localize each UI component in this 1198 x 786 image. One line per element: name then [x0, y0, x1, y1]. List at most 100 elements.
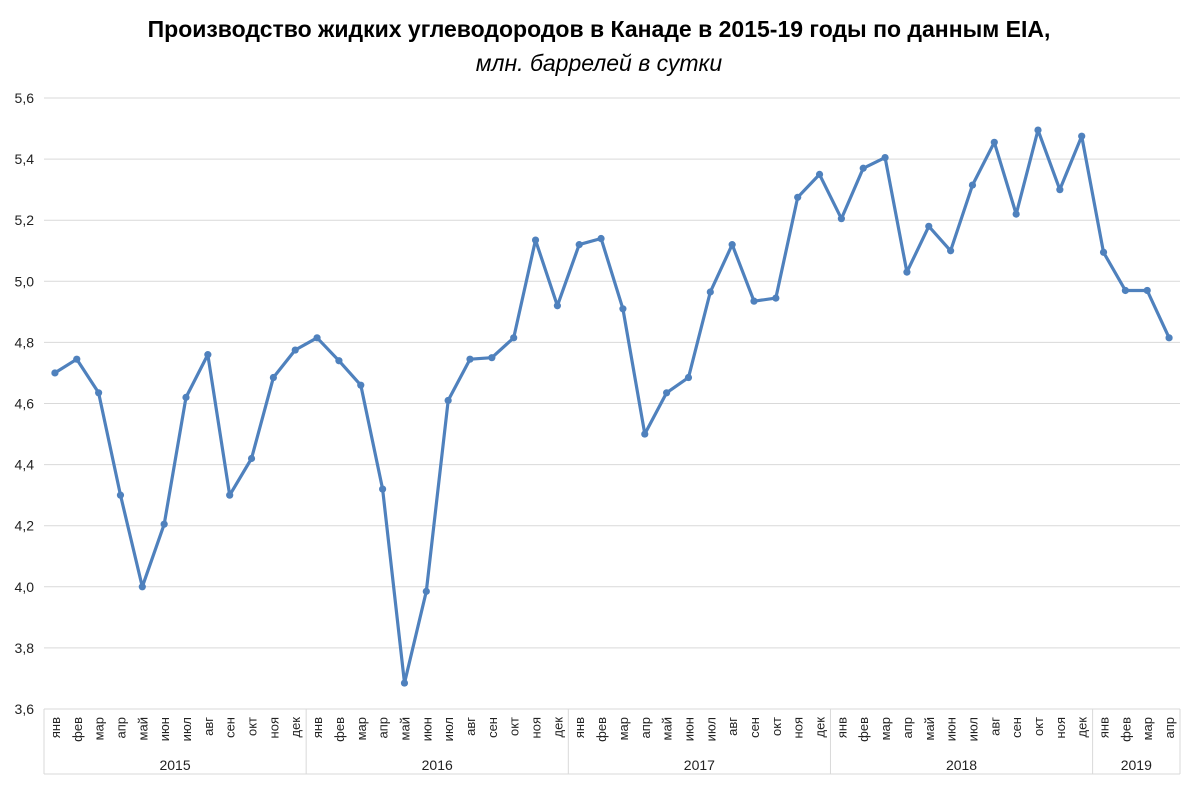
data-point: [1165, 334, 1173, 342]
data-point: [815, 170, 824, 178]
y-tick-label: 5,6: [15, 90, 35, 106]
data-point: [51, 369, 59, 377]
x-tick-label: окт: [507, 717, 522, 736]
x-tick-label: авг: [201, 717, 216, 736]
y-tick-label: 4,8: [15, 334, 35, 350]
y-tick-label: 4,6: [15, 396, 35, 412]
x-tick-label: сен: [223, 717, 238, 738]
year-label: 2015: [159, 757, 190, 773]
data-point: [1078, 132, 1086, 140]
data-point: [226, 491, 234, 499]
data-point: [575, 241, 583, 249]
data-point: [269, 373, 277, 382]
data-point: [903, 268, 911, 276]
data-point: [1012, 210, 1020, 218]
data-point: [510, 334, 518, 342]
x-tick-label: ноя: [529, 717, 544, 738]
y-tick-label: 4,0: [15, 579, 35, 595]
chart-subtitle: млн. баррелей в сутки: [475, 50, 723, 76]
x-tick-label: сен: [485, 717, 500, 738]
x-tick-label: ноя: [791, 717, 806, 738]
x-tick-label: апр: [1162, 717, 1177, 739]
data-point: [553, 302, 561, 310]
data-point: [772, 294, 780, 302]
x-tick-label: июл: [965, 717, 980, 741]
x-tick-label: авг: [725, 717, 740, 736]
x-tick-label: окт: [245, 717, 260, 736]
x-tick-label: фев: [70, 717, 85, 742]
data-point: [684, 373, 693, 382]
data-point: [444, 396, 452, 405]
x-tick-label: апр: [113, 717, 128, 739]
data-point: [247, 454, 256, 463]
data-point: [794, 193, 802, 201]
x-tick-label: мар: [92, 717, 107, 740]
x-tick-label: сен: [1009, 717, 1024, 738]
x-tick-label: ноя: [266, 717, 281, 738]
data-point: [1034, 126, 1042, 134]
x-tick-label: фев: [332, 717, 347, 742]
data-point: [73, 355, 81, 363]
data-point: [400, 679, 409, 687]
y-tick-label: 5,0: [15, 273, 35, 289]
x-tick-label: авг: [463, 717, 478, 736]
x-tick-label: фев: [1118, 717, 1133, 742]
data-point: [291, 346, 299, 354]
data-point: [619, 305, 627, 313]
data-point: [968, 181, 977, 189]
data-point: [116, 491, 125, 499]
data-point: [313, 334, 321, 342]
data-point: [488, 354, 496, 362]
data-point: [947, 247, 955, 255]
x-tick-label: май: [660, 717, 675, 740]
data-point: [357, 381, 365, 389]
data-point: [641, 430, 649, 438]
data-point: [706, 288, 714, 296]
x-tick-label: фев: [856, 717, 871, 742]
x-tick-label: июл: [179, 717, 194, 741]
data-point: [379, 485, 387, 493]
data-point: [422, 587, 430, 595]
data-point: [204, 351, 212, 359]
x-tick-label: мар: [1140, 717, 1155, 740]
x-tick-label: июл: [441, 717, 456, 741]
y-tick-label: 3,8: [15, 640, 35, 656]
y-tick-label: 4,2: [15, 518, 35, 534]
data-point: [881, 153, 889, 162]
data-point: [95, 389, 103, 397]
x-tick-label: июл: [703, 717, 718, 741]
x-tick-label: мар: [616, 717, 631, 740]
data-point: [663, 389, 671, 397]
x-tick-label: июн: [944, 717, 959, 741]
x-tick-label: авг: [987, 717, 1002, 736]
data-point: [182, 393, 190, 401]
x-tick-label: апр: [376, 717, 391, 739]
data-point: [466, 355, 474, 363]
chart-title: Производство жидких углеводородов в Кана…: [147, 16, 1051, 42]
data-point: [160, 520, 168, 528]
x-tick-label: июн: [419, 717, 434, 741]
data-point: [990, 138, 998, 146]
x-tick-label: янв: [48, 717, 63, 738]
data-point: [335, 357, 343, 365]
x-tick-label: мар: [354, 717, 369, 740]
year-label: 2018: [946, 757, 977, 773]
y-tick-label: 3,6: [15, 701, 35, 717]
x-tick-label: май: [397, 717, 412, 740]
x-tick-label: фев: [594, 717, 609, 742]
x-tick-label: янв: [310, 717, 325, 738]
year-label: 2016: [422, 757, 453, 773]
x-tick-label: апр: [638, 717, 653, 739]
x-tick-label: июн: [681, 717, 696, 741]
series-line: [53, 128, 1171, 685]
x-tick-label: май: [922, 717, 937, 740]
data-point: [597, 234, 605, 243]
x-tick-label: сен: [747, 717, 762, 738]
data-point: [1121, 286, 1129, 295]
x-tick-label: янв: [834, 717, 849, 738]
data-point: [750, 297, 758, 305]
data-point: [728, 241, 736, 249]
data-point: [925, 222, 933, 230]
